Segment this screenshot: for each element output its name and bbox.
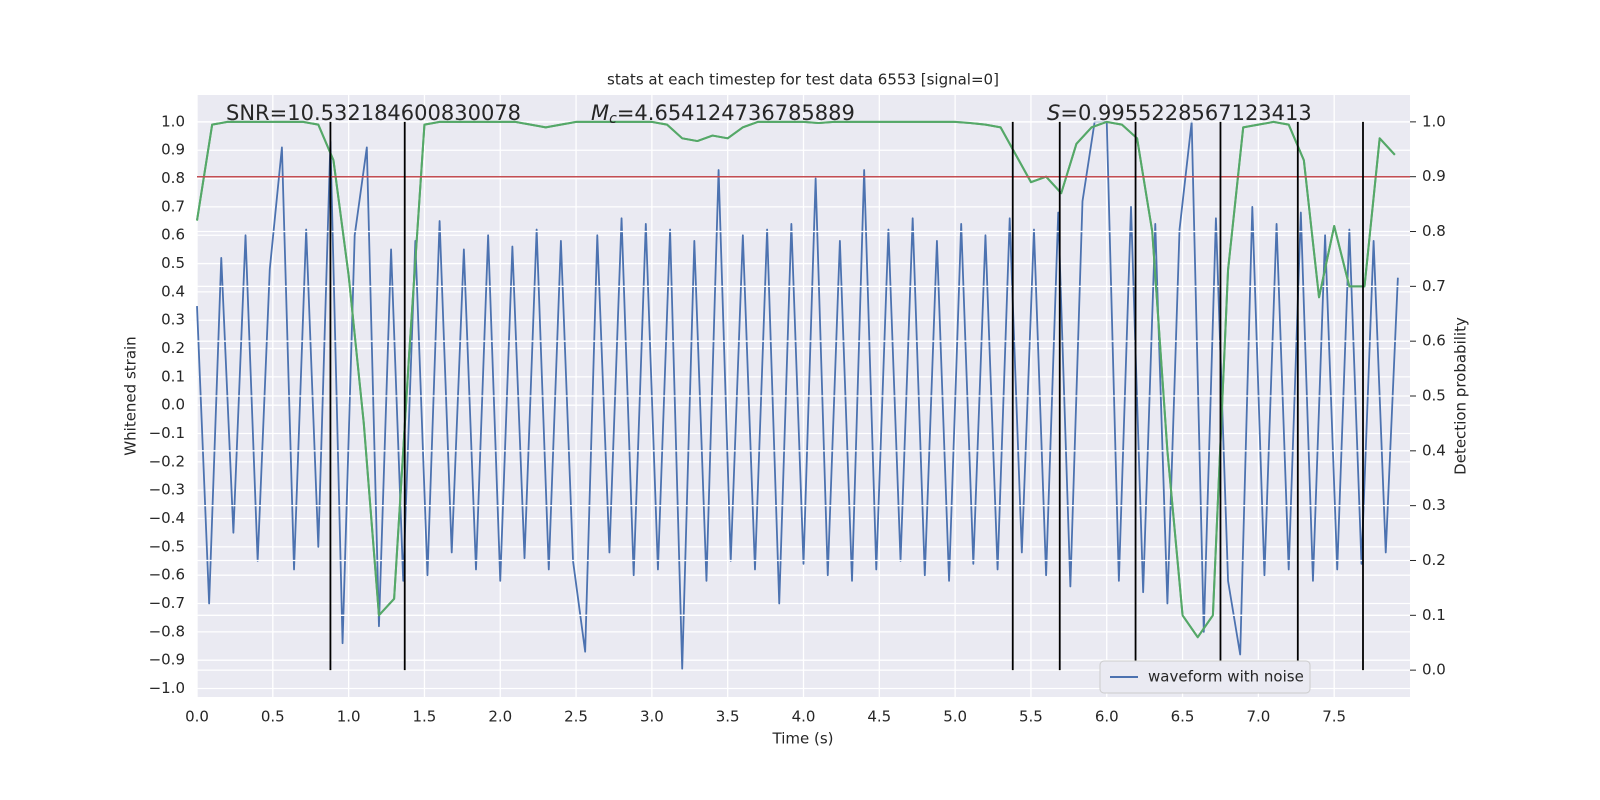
y2-tick-label: 0.8 (1422, 222, 1446, 240)
y-tick-label: −1.0 (149, 679, 185, 697)
annotation: Mc=4.654124736785889 (591, 101, 855, 127)
annotation-text: =0.9955228567123413 (1060, 101, 1311, 125)
legend-box (1099, 660, 1311, 694)
y-tick-label: −0.5 (149, 537, 185, 555)
y-tick-label: −0.3 (149, 481, 185, 499)
y-tick-label: 0.0 (161, 396, 185, 414)
chart-title: stats at each timestep for test data 655… (607, 71, 999, 89)
y-tick-label: −0.6 (149, 566, 185, 584)
y-tick-label: 0.2 (161, 339, 185, 357)
y2-tick-label: 0.6 (1422, 332, 1446, 350)
y-axis-label: Whitened strain (122, 336, 140, 455)
y-tick-label: 0.3 (161, 311, 185, 329)
x-tick-label: 0.5 (261, 708, 285, 726)
x-tick-label: 7.0 (1246, 708, 1270, 726)
y-tick-label: −0.7 (149, 594, 185, 612)
legend: waveform with noise (1099, 660, 1311, 694)
legend-label: waveform with noise (1148, 668, 1304, 686)
x-tick-label: 4.0 (792, 708, 816, 726)
annotation-symbol: M (591, 101, 609, 125)
y2-tick-label: 0.0 (1422, 661, 1446, 679)
x-tick-label: 3.0 (640, 708, 664, 726)
y-tick-label: −0.2 (149, 452, 185, 470)
annotation-text: =4.654124736785889 (617, 101, 855, 125)
y-tick-label: 0.4 (161, 282, 185, 300)
y-tick-label: 0.9 (161, 141, 185, 159)
annotation: S=0.9955228567123413 (1047, 101, 1312, 125)
y2-tick-label: 0.3 (1422, 496, 1446, 514)
y-tick-label: 0.6 (161, 226, 185, 244)
x-tick-label: 2.5 (564, 708, 588, 726)
x-tick-label: 1.0 (337, 708, 361, 726)
marks (196, 120, 1410, 671)
series-line (196, 121, 1399, 670)
y2-tick-label: 0.1 (1422, 606, 1446, 624)
x-tick-label: 6.5 (1171, 708, 1195, 726)
x-tick-label: 3.5 (716, 708, 740, 726)
y2-tick-label: 0.2 (1422, 551, 1446, 569)
y-tick-label: −0.4 (149, 509, 185, 527)
x-tick-label: 6.0 (1095, 708, 1119, 726)
y-tick-label: 0.7 (161, 197, 185, 215)
series-line (196, 120, 1396, 639)
y-tick-label: 0.1 (161, 367, 185, 385)
annotation-symbol: S (1047, 101, 1060, 125)
y2-axis-label: Detection probability (1452, 317, 1470, 475)
y-tick-label: −0.1 (149, 424, 185, 442)
y2-tick-label: 0.9 (1422, 167, 1446, 185)
y2-tick-label: 0.5 (1422, 387, 1446, 405)
x-tick-label: 5.5 (1019, 708, 1043, 726)
y2-tick-label: 1.0 (1422, 112, 1446, 130)
x-axis-label: Time (s) (772, 730, 834, 748)
annotation-subscript: c (609, 111, 617, 127)
y2-tick-label: 0.7 (1422, 277, 1446, 295)
y-tick-label: −0.8 (149, 622, 185, 640)
annotation: SNR=10.532184600830078 (226, 101, 521, 125)
x-tick-label: 7.5 (1322, 708, 1346, 726)
x-tick-label: 4.5 (867, 708, 891, 726)
y-tick-label: 1.0 (161, 112, 185, 130)
y-tick-label: 0.8 (161, 169, 185, 187)
x-tick-label: 1.5 (413, 708, 437, 726)
x-tick-label: 5.0 (943, 708, 967, 726)
x-tick-label: 2.0 (488, 708, 512, 726)
x-tick-label: 0.0 (185, 708, 209, 726)
y2-tick-label: 0.4 (1422, 441, 1446, 459)
y-tick-label: 0.5 (161, 254, 185, 272)
y-tick-label: −0.9 (149, 651, 185, 669)
